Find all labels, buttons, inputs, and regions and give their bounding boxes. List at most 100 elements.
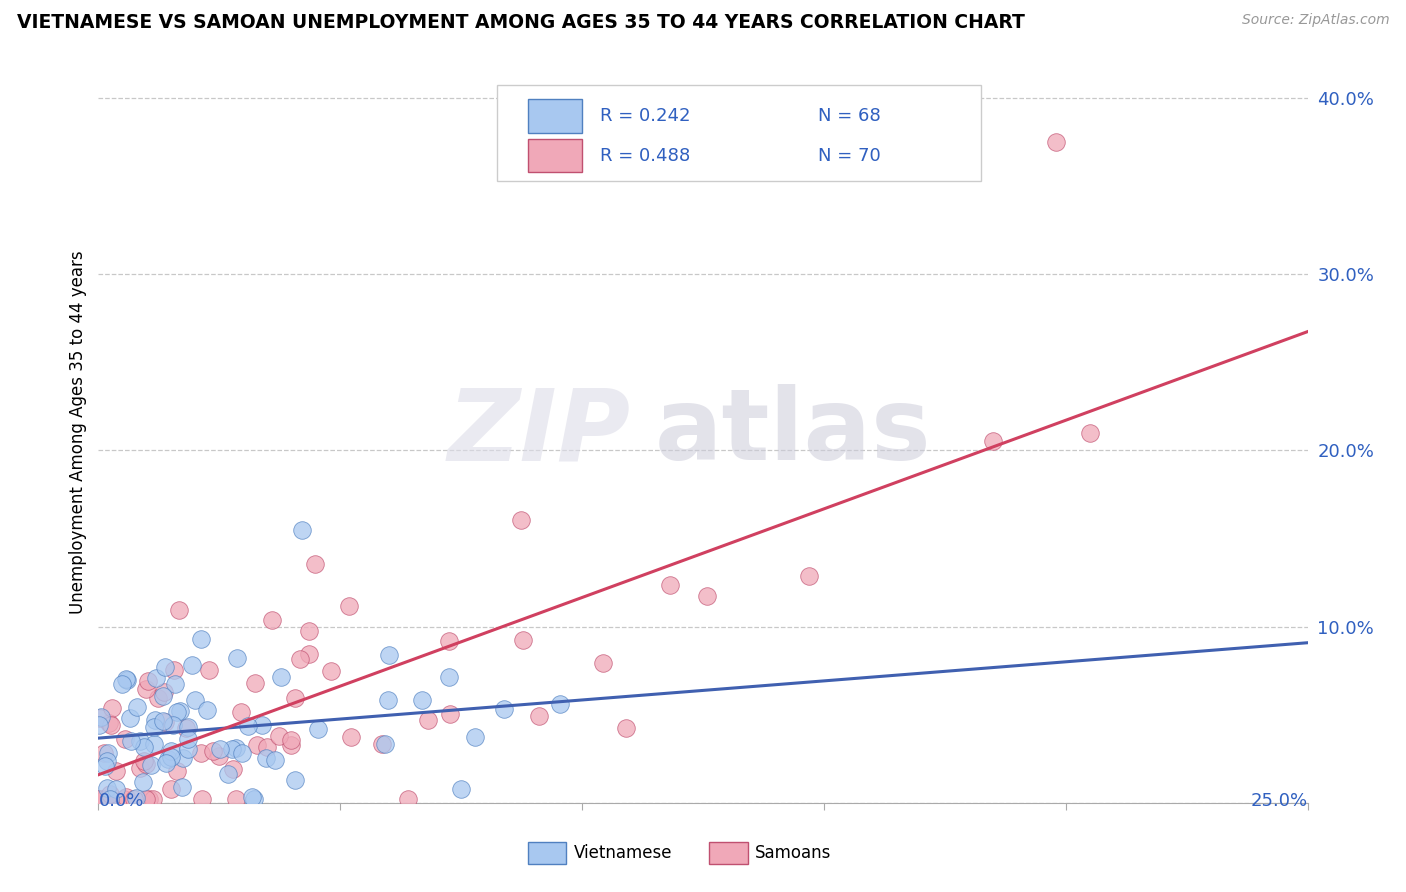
Point	[225, 792, 247, 806]
Point	[283, 690, 305, 705]
Point	[208, 749, 231, 764]
Point	[160, 750, 183, 764]
Point	[374, 737, 396, 751]
Point	[319, 664, 342, 678]
Point	[450, 781, 472, 796]
Point	[135, 681, 157, 696]
Point	[510, 513, 533, 527]
Text: R = 0.488: R = 0.488	[600, 146, 690, 165]
Point	[222, 762, 245, 776]
Point	[981, 434, 1004, 449]
Point	[94, 759, 117, 773]
Point	[87, 718, 110, 732]
Point	[89, 711, 111, 725]
Point	[190, 746, 212, 760]
Point	[262, 613, 284, 627]
FancyBboxPatch shape	[527, 99, 582, 133]
Point	[166, 764, 188, 778]
Point	[120, 710, 142, 724]
Point	[142, 792, 165, 806]
Point	[177, 720, 200, 734]
FancyBboxPatch shape	[527, 138, 582, 172]
Point	[172, 750, 194, 764]
Point	[280, 733, 302, 747]
Point	[162, 663, 184, 677]
Point	[225, 741, 247, 756]
Point	[696, 589, 718, 603]
Point	[658, 578, 681, 592]
Point	[181, 657, 204, 672]
Point	[97, 746, 120, 760]
Point	[190, 632, 212, 646]
Point	[183, 693, 205, 707]
Point	[100, 718, 122, 732]
Point	[152, 690, 174, 704]
Point	[288, 651, 311, 665]
Point	[129, 761, 152, 775]
Point	[128, 733, 150, 747]
Text: atlas: atlas	[655, 384, 931, 481]
Text: N = 68: N = 68	[818, 108, 880, 126]
Point	[304, 558, 326, 572]
Point	[163, 677, 186, 691]
Point	[201, 744, 224, 758]
Text: N = 70: N = 70	[818, 146, 880, 165]
Text: Vietnamese: Vietnamese	[574, 844, 672, 863]
Point	[243, 792, 266, 806]
Point	[195, 703, 218, 717]
Point	[231, 746, 253, 760]
Point	[97, 715, 120, 730]
Point	[284, 773, 307, 788]
Point	[172, 780, 194, 794]
Point	[135, 792, 157, 806]
Point	[439, 670, 461, 684]
Point	[1078, 425, 1101, 440]
Point	[492, 702, 515, 716]
Point	[512, 633, 534, 648]
Point	[115, 789, 138, 804]
Point	[250, 718, 273, 732]
Point	[307, 722, 329, 736]
Text: 25.0%: 25.0%	[1250, 792, 1308, 810]
Y-axis label: Unemployment Among Ages 35 to 44 years: Unemployment Among Ages 35 to 44 years	[69, 251, 87, 615]
Point	[264, 753, 287, 767]
Point	[396, 792, 419, 806]
Point	[87, 792, 110, 806]
Point	[240, 789, 263, 804]
Point	[527, 709, 550, 723]
Point	[217, 767, 239, 781]
Point	[112, 792, 135, 806]
FancyBboxPatch shape	[498, 85, 981, 181]
Point	[177, 741, 200, 756]
Point	[152, 684, 174, 698]
Point	[298, 647, 321, 661]
Point	[177, 732, 200, 747]
Point	[198, 663, 221, 677]
Point	[120, 733, 142, 747]
Point	[153, 660, 176, 674]
Point	[209, 742, 232, 756]
Point	[221, 741, 243, 756]
Point	[162, 717, 184, 731]
Point	[125, 791, 148, 805]
Point	[111, 677, 134, 691]
Point	[142, 738, 165, 752]
Point	[548, 697, 571, 711]
Point	[159, 781, 181, 796]
Point	[93, 792, 115, 806]
FancyBboxPatch shape	[709, 842, 748, 864]
Text: ZIP: ZIP	[447, 384, 630, 481]
Point	[1045, 135, 1067, 149]
Point	[245, 676, 267, 690]
Point	[96, 755, 118, 769]
Point	[592, 657, 614, 671]
Point	[340, 730, 363, 744]
Point	[226, 650, 249, 665]
Point	[439, 707, 461, 722]
Point	[100, 700, 122, 714]
Point	[191, 792, 214, 806]
Point	[148, 691, 170, 706]
Point	[797, 568, 820, 582]
Point	[166, 705, 188, 719]
Point	[135, 757, 157, 772]
